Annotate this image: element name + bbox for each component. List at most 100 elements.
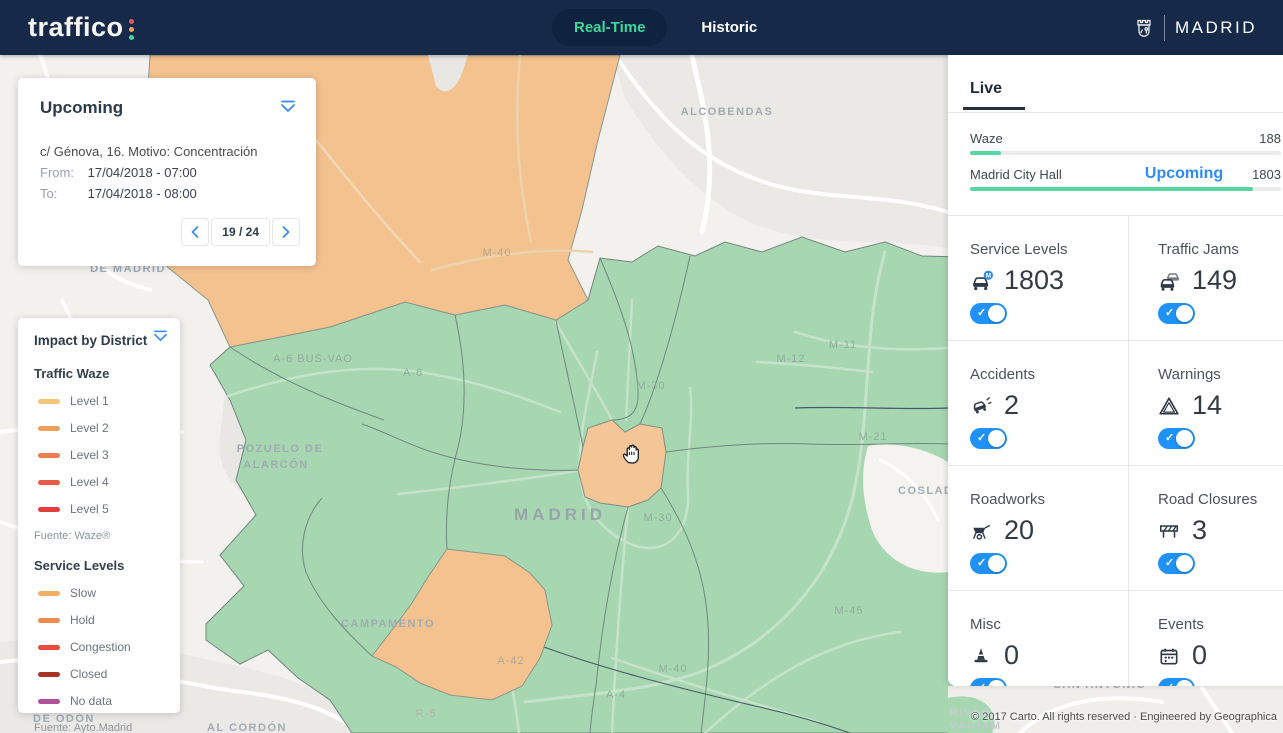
- legend-item-level-3: Level 3: [34, 448, 180, 462]
- waze-source-note: Fuente: Waze®: [34, 530, 111, 542]
- events-toggle[interactable]: ✓: [1158, 678, 1195, 686]
- svg-text:ALARCÓN: ALARCÓN: [243, 458, 309, 471]
- stat-value: 3: [1192, 515, 1208, 545]
- cityhall-progress-bar: [970, 187, 1281, 191]
- svg-text:M-21: M-21: [858, 431, 887, 443]
- barrier-icon: [1158, 520, 1182, 542]
- closed-swatch: [38, 671, 60, 677]
- hand-cursor-icon: [622, 444, 639, 464]
- stat-card-roadworks: Roadworks 20 ✓: [948, 465, 1128, 590]
- logo-divider: [1163, 14, 1165, 41]
- svg-text:A-4: A-4: [606, 689, 626, 701]
- svg-text:ALCOBENDAS: ALCOBENDAS: [681, 106, 774, 118]
- prev-event-button[interactable]: [181, 218, 210, 246]
- level-2-swatch: [38, 425, 60, 431]
- legend-item-slow: Slow: [34, 586, 180, 600]
- warning-triangle-icon: [1158, 395, 1182, 417]
- legend-item-congestion: Congestion: [34, 640, 180, 654]
- map-attribution: © 2017 Carto. All rights reserved · Engi…: [971, 711, 1277, 723]
- svg-text:POZUELO DE: POZUELO DE: [237, 443, 324, 455]
- map-coslada-area: [863, 444, 948, 573]
- svg-text:DE MADRID: DE MADRID: [90, 263, 166, 275]
- crashed-car-icon: [970, 395, 994, 417]
- upcoming-panel: Upcoming c/ Génova, 16. Motivo: Concentr…: [18, 78, 316, 266]
- row-divider: [948, 465, 1283, 466]
- from-label: From:: [40, 165, 74, 180]
- legend-panel-title: Impact by District: [34, 333, 148, 348]
- madrid-logo: MADRID: [1134, 0, 1257, 55]
- next-event-button[interactable]: [272, 218, 300, 246]
- active-tab-underline: [963, 107, 1025, 110]
- traffic-light-dots-icon: [128, 19, 134, 40]
- upcoming-collapse-chevron-icon[interactable]: [280, 100, 296, 116]
- waze-source-label: Waze: [970, 131, 1003, 146]
- svg-text:M-40: M-40: [482, 247, 511, 259]
- calendar-icon: [1158, 645, 1182, 667]
- stat-label: Warnings: [1158, 366, 1221, 383]
- svg-text:MADRID: MADRID: [514, 505, 606, 524]
- hold-swatch: [38, 617, 60, 623]
- traffic-jams-toggle[interactable]: ✓: [1158, 303, 1195, 324]
- event-description: c/ Génova, 16. Motivo: Concentración: [40, 144, 258, 159]
- map-orange-district-centro[interactable]: [577, 419, 667, 508]
- sidebar-tab-upcoming[interactable]: Upcoming: [1035, 80, 1283, 268]
- legend-item-closed: Closed: [34, 667, 180, 681]
- stat-card-service-levels: Service Levels M 1803 ✓: [948, 215, 1128, 340]
- traffic-waze-section-title: Traffic Waze: [34, 366, 110, 381]
- car-m-badge-icon: M: [970, 270, 994, 292]
- warnings-toggle[interactable]: ✓: [1158, 428, 1195, 449]
- accidents-toggle[interactable]: ✓: [970, 428, 1007, 449]
- traffic-jam-icon: [1158, 270, 1182, 292]
- event-to-row: To: 17/04/2018 - 08:00: [40, 186, 197, 201]
- svg-text:COSLADA: COSLADA: [898, 485, 963, 497]
- main-nav: Real-Time Historic: [552, 0, 779, 55]
- congestion-swatch: [38, 644, 60, 650]
- svg-text:A-6 BUS-VAO: A-6 BUS-VAO: [273, 353, 353, 365]
- svg-text:R-5: R-5: [416, 708, 437, 720]
- svg-text:M-30: M-30: [643, 512, 672, 524]
- svg-text:VACIAM: VACIAM: [950, 720, 1002, 732]
- svg-text:CAMPAMENTO: CAMPAMENTO: [341, 618, 435, 630]
- stat-label: Misc: [970, 616, 1001, 633]
- svg-text:AL CORDÓN: AL CORDÓN: [207, 721, 287, 733]
- event-counter: 19 / 24: [211, 218, 270, 246]
- map-orange-district-south[interactable]: [371, 548, 553, 701]
- slow-swatch: [38, 590, 60, 596]
- legend-item-level-1: Level 1: [34, 394, 180, 408]
- level-1-swatch: [38, 398, 60, 404]
- stat-value: 0: [1192, 640, 1208, 670]
- svg-text:A-42: A-42: [497, 655, 524, 667]
- service-levels-toggle[interactable]: ✓: [970, 303, 1007, 324]
- traffic-cone-icon: [970, 645, 994, 667]
- city-name: MADRID: [1174, 17, 1257, 37]
- sidebar-tab-live[interactable]: Live: [970, 80, 1003, 97]
- cityhall-source-label: Madrid City Hall: [970, 167, 1062, 182]
- legend-collapse-chevron-icon[interactable]: [153, 330, 168, 345]
- svg-text:M-45: M-45: [834, 605, 863, 617]
- tabs-divider: [948, 112, 1283, 113]
- waze-progress-bar: [970, 151, 1281, 155]
- stat-value: 149: [1192, 265, 1238, 295]
- svg-text:M-30: M-30: [636, 380, 665, 392]
- misc-toggle[interactable]: ✓: [970, 678, 1007, 686]
- stat-value: 0: [1004, 640, 1020, 670]
- road-closures-toggle[interactable]: ✓: [1158, 553, 1195, 574]
- impact-by-district-panel: Impact by District Traffic Waze Level 1 …: [18, 318, 180, 733]
- top-navbar: traffico Real-Time Historic MADRID: [0, 0, 1283, 55]
- stat-label: Traffic Jams: [1158, 241, 1239, 258]
- stat-label: Accidents: [970, 366, 1036, 383]
- no-data-swatch: [38, 698, 60, 704]
- svg-text:A-6: A-6: [403, 367, 423, 379]
- event-pagination: 19 / 24: [181, 218, 300, 246]
- stat-value: 14: [1192, 390, 1223, 420]
- madrid-crest-icon: [1137, 19, 1151, 37]
- stat-card-events: Events 0 ✓: [1128, 590, 1283, 686]
- waze-source-value: 188: [1259, 131, 1281, 146]
- legend-item-level-5: Level 5: [34, 502, 180, 516]
- stat-label: Roadworks: [970, 491, 1046, 508]
- level-4-swatch: [38, 479, 60, 485]
- tab-historic[interactable]: Historic: [679, 9, 779, 46]
- tab-real-time[interactable]: Real-Time: [552, 9, 668, 46]
- stat-card-warnings: Warnings 14 ✓: [1128, 340, 1283, 465]
- roadworks-toggle[interactable]: ✓: [970, 553, 1007, 574]
